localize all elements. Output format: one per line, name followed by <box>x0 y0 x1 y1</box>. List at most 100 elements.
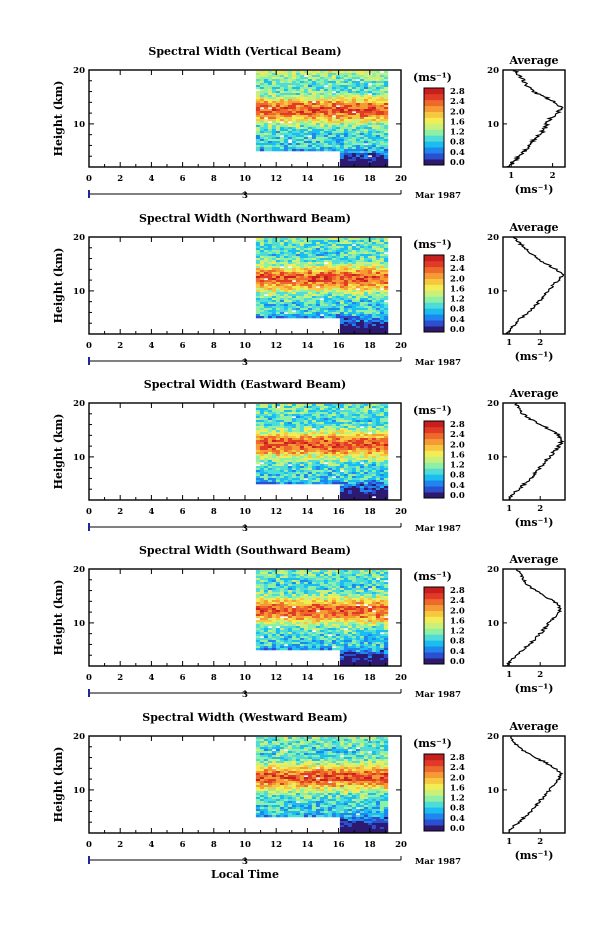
heatmap-cell <box>371 131 377 134</box>
heatmap-cell <box>259 252 265 255</box>
heatmap-cell <box>303 85 309 88</box>
heatmap-cell <box>347 478 353 481</box>
heatmap-cell <box>347 266 353 269</box>
y-tick-label: 20 <box>73 399 85 409</box>
heatmap-cell <box>319 472 325 475</box>
heatmap-cell <box>263 93 269 96</box>
heatmap-cell <box>379 492 385 495</box>
heatmap-cell <box>383 472 389 475</box>
heatmap-cell <box>279 584 285 587</box>
heatmap-cell <box>271 478 277 481</box>
heatmap-cell <box>347 302 353 305</box>
heatmap-cell <box>259 105 265 108</box>
heatmap-cell <box>319 89 325 92</box>
heatmap-cell <box>371 572 377 575</box>
heatmap-cell <box>379 137 385 140</box>
heatmap-cell <box>343 454 349 457</box>
heatmap-cell <box>279 582 285 585</box>
heatmap-cell <box>343 107 349 110</box>
heatmap-cell <box>271 135 277 138</box>
heatmap-cell <box>319 127 325 130</box>
heatmap-cell <box>291 71 297 74</box>
heatmap-cell <box>287 250 293 253</box>
heatmap-cell <box>255 284 261 287</box>
heatmap-cell <box>367 418 373 421</box>
heatmap-cell <box>311 71 317 74</box>
heatmap-cell <box>367 318 373 321</box>
heatmap-cell <box>279 312 285 315</box>
heatmap-cell <box>259 133 265 136</box>
heatmap-cell <box>263 284 269 287</box>
heatmap-cell <box>343 246 349 249</box>
heatmap-cell <box>291 406 297 409</box>
heatmap-cell <box>335 95 341 98</box>
heatmap-cell <box>279 466 285 469</box>
heatmap-cell <box>335 420 341 423</box>
heatmap-cell <box>331 256 337 259</box>
heatmap-cell <box>347 109 353 112</box>
heatmap-cell <box>291 588 297 591</box>
heatmap-cell <box>359 572 365 575</box>
panel-3: Spectral Width (Eastward Beam)0 2 4 6 8 10 12 1… <box>52 378 566 534</box>
heatmap-cell <box>311 302 317 305</box>
heatmap-cell <box>359 468 365 471</box>
heatmap-cell <box>327 129 333 132</box>
heatmap-cell <box>295 570 301 573</box>
heatmap-cell <box>351 155 357 158</box>
heatmap-cell <box>363 454 369 457</box>
heatmap-cell <box>311 139 317 142</box>
heatmap-cell <box>267 83 273 86</box>
heatmap-cell <box>311 404 317 407</box>
heatmap-cell <box>263 588 269 591</box>
heatmap-cell <box>287 412 293 415</box>
heatmap-cell <box>271 119 277 122</box>
heatmap-cell <box>303 262 309 265</box>
heatmap-cell <box>351 472 357 475</box>
heatmap-cell <box>259 127 265 130</box>
heatmap-cell <box>299 89 305 92</box>
average-x-tick-label: 1 <box>508 171 514 181</box>
heatmap-cell <box>379 109 385 112</box>
heatmap-cell <box>331 85 337 88</box>
heatmap-cell <box>323 242 329 245</box>
heatmap-cell <box>355 115 361 118</box>
heatmap-cell <box>299 258 305 261</box>
heatmap-cell <box>367 252 373 255</box>
heatmap-cell <box>339 302 345 305</box>
heatmap-cell <box>303 300 309 303</box>
heatmap-cell <box>279 306 285 309</box>
heatmap-cell <box>351 324 357 327</box>
heatmap-cell <box>367 153 373 156</box>
heatmap-cell <box>375 242 381 245</box>
heatmap-cell <box>383 260 389 263</box>
heatmap-cell <box>339 85 345 88</box>
heatmap-cell <box>283 456 289 459</box>
heatmap-cell <box>335 454 341 457</box>
heatmap-cell <box>259 294 265 297</box>
heatmap-cell <box>371 450 377 453</box>
heatmap-cell <box>351 153 357 156</box>
colorbar-unit: (ms⁻¹) <box>413 404 452 417</box>
heatmap-cell <box>379 322 385 325</box>
heatmap-cell <box>339 143 345 146</box>
heatmap-cell <box>319 268 325 271</box>
heatmap-cell <box>363 87 369 90</box>
heatmap-cell <box>375 494 381 497</box>
heatmap-cell <box>303 596 309 599</box>
heatmap-cell <box>327 81 333 84</box>
heatmap-cell <box>375 470 381 473</box>
heatmap-cell <box>359 280 365 283</box>
heatmap-cell <box>351 274 357 277</box>
heatmap-cell <box>279 147 285 150</box>
heatmap-cell <box>255 145 261 148</box>
heatmap-cell <box>315 268 321 271</box>
heatmap-cell <box>351 574 357 577</box>
heatmap-cell <box>291 288 297 291</box>
heatmap-cell <box>303 572 309 575</box>
heatmap-cell <box>279 432 285 435</box>
heatmap-cell <box>275 123 281 126</box>
heatmap-cell <box>367 468 373 471</box>
heatmap-cell <box>295 314 301 317</box>
heatmap-cell <box>263 454 269 457</box>
heatmap-cell <box>255 81 261 84</box>
